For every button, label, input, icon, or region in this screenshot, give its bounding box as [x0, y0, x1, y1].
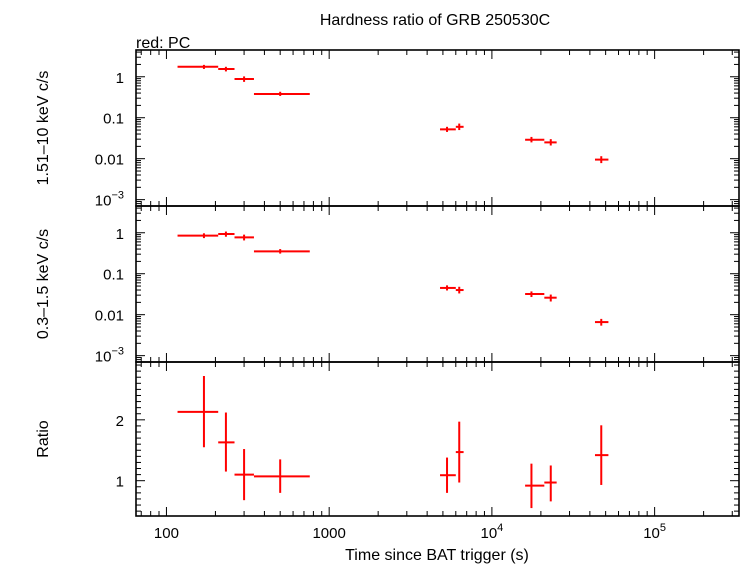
data-point: [544, 139, 557, 146]
data-point: [594, 318, 609, 326]
x-tick-labels: 100 1000 104 105: [154, 522, 666, 542]
data-point: [455, 421, 464, 483]
data-point: [525, 463, 545, 509]
data-point: [440, 457, 456, 493]
panel-frame: [135, 205, 740, 363]
data-point: [544, 465, 557, 502]
panel-soft: 1 0.1 0.01 10−3 0.3–1.5 keV c/s: [35, 205, 740, 366]
data-point: [440, 285, 456, 291]
y-tick-label: 2: [116, 413, 124, 430]
data-point: [525, 136, 545, 143]
data-point: [455, 286, 464, 294]
y-axis-label: 0.3–1.5 keV c/s: [35, 229, 52, 339]
data-point: [594, 156, 609, 164]
panel-frame: [135, 49, 740, 207]
data-series: [177, 64, 609, 164]
data-point: [177, 64, 219, 69]
y-tick-label: 1: [116, 474, 124, 491]
panels: 1 0.1 0.01 10−3 1.51–10 keV c/s 1 0.1 0.01 10−3 0…: [35, 49, 740, 542]
panel-ratio: 1 2 Ratio: [35, 361, 740, 517]
y-tick-label: 0.1: [103, 111, 124, 128]
y-tick-label: 0.01: [95, 308, 124, 325]
y-tick-label: 0.1: [103, 267, 124, 284]
panel-hard: 1 0.1 0.01 10−3 1.51–10 keV c/s: [35, 49, 740, 210]
data-point: [177, 233, 219, 239]
data-point: [455, 123, 464, 131]
legend-label: red: PC: [136, 35, 190, 52]
data-series: [177, 231, 609, 326]
panel-frame: [135, 361, 740, 517]
data-series: [177, 376, 609, 509]
x-tick-label: 100: [154, 525, 179, 542]
x-axis-label: Time since BAT trigger (s): [345, 547, 529, 564]
data-point: [544, 294, 557, 302]
data-point: [218, 412, 235, 472]
y-tick-label: 10−3: [95, 346, 124, 366]
data-point: [218, 231, 235, 237]
data-point: [234, 234, 254, 241]
x-tick-label: 104: [480, 522, 503, 542]
data-point: [218, 66, 235, 72]
y-tick-label: 1: [116, 226, 124, 243]
data-point: [234, 449, 254, 501]
y-tick-label: 10−3: [95, 190, 124, 210]
data-point: [177, 376, 219, 448]
data-point: [253, 459, 310, 493]
x-tick-label: 1000: [312, 525, 345, 542]
data-point: [234, 76, 254, 82]
y-tick-label: 1: [116, 70, 124, 87]
data-point: [440, 126, 456, 132]
y-axis-label: Ratio: [35, 420, 52, 457]
chart-title: Hardness ratio of GRB 250530C: [320, 12, 550, 29]
data-point: [594, 425, 609, 485]
y-axis-label: 1.51–10 keV c/s: [35, 71, 52, 186]
x-tick-label: 105: [643, 522, 666, 542]
data-point: [253, 249, 310, 254]
data-point: [253, 91, 310, 96]
y-tick-label: 0.01: [95, 152, 124, 169]
data-point: [525, 291, 545, 298]
